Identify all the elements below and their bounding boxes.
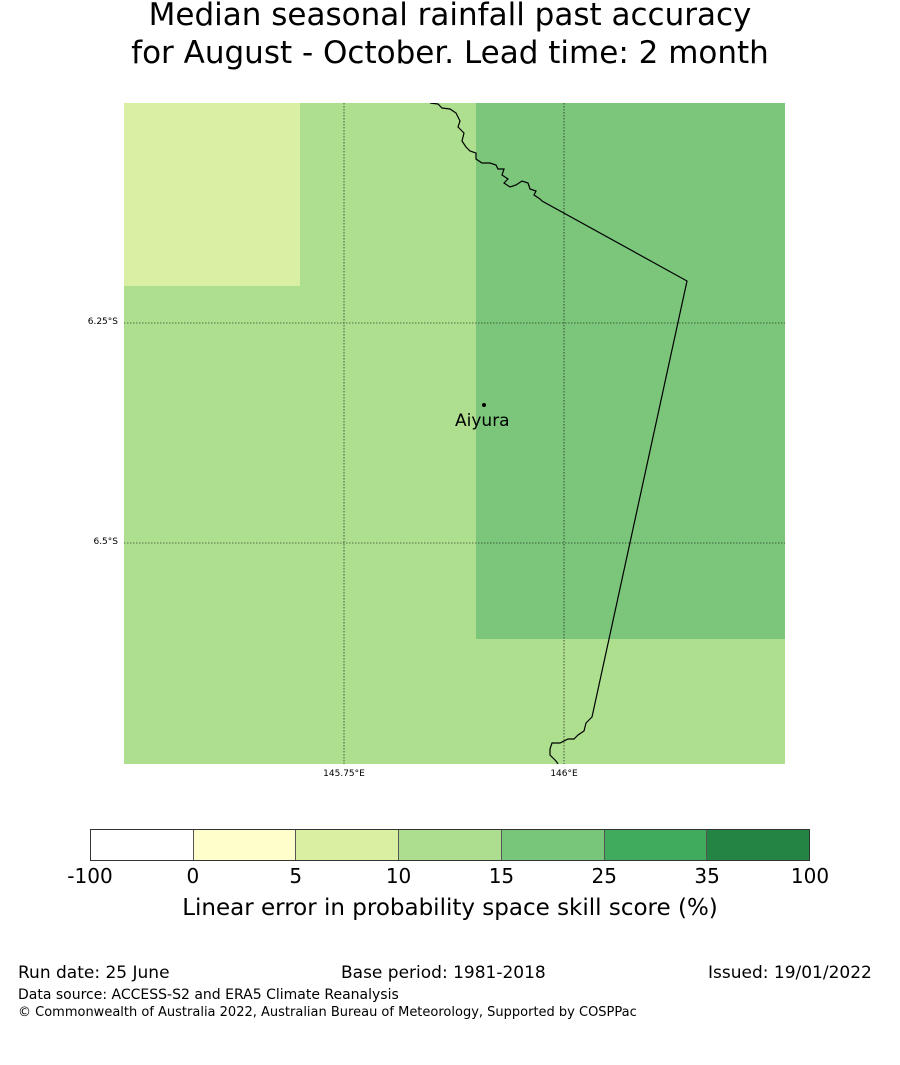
lat-label-6-5: 6.5°S xyxy=(93,537,118,547)
legend-swatch-5 xyxy=(604,830,708,860)
cell-nw xyxy=(124,103,300,286)
station-label: Aiyura xyxy=(455,411,510,431)
map-canvas xyxy=(124,103,785,764)
legend-swatch-1 xyxy=(193,830,297,860)
graticule xyxy=(124,103,785,764)
legend-label: Linear error in probability space skill … xyxy=(182,895,718,921)
base-period: Base period: 1981-2018 xyxy=(341,963,546,983)
station-marker xyxy=(482,403,486,407)
legend-tick-1: 0 xyxy=(186,864,200,888)
skill-map xyxy=(124,103,785,764)
legend-colorbar xyxy=(90,829,810,861)
legend-tick-5: 25 xyxy=(591,864,617,888)
legend-tick-3: 10 xyxy=(385,864,412,888)
legend-swatch-6 xyxy=(707,830,810,860)
legend-tick-2: 5 xyxy=(289,864,303,888)
legend-tick-0: -100 xyxy=(67,864,113,888)
legend-swatch-4 xyxy=(501,830,605,860)
issued-date: Issued: 19/01/2022 xyxy=(708,963,872,983)
run-date: Run date: 25 June xyxy=(18,963,170,983)
data-source: Data source: ACCESS-S2 and ERA5 Climate … xyxy=(18,987,399,1003)
legend-swatch-3 xyxy=(399,830,502,860)
cell-east xyxy=(476,103,785,639)
lon-label-145-75: 145.75°E xyxy=(323,769,365,779)
legend-tick-4: 15 xyxy=(488,864,515,888)
lon-label-146: 146°E xyxy=(550,769,578,779)
legend-tick-6: 35 xyxy=(694,864,720,888)
coastline xyxy=(429,103,688,764)
map-title-line-1: Median seasonal rainfall past accuracy xyxy=(148,0,752,33)
map-title-line-2: for August - October. Lead time: 2 month xyxy=(131,35,769,71)
legend-swatch-2 xyxy=(296,830,400,860)
legend-tick-7: 100 xyxy=(790,864,830,888)
legend-swatch-0 xyxy=(91,830,194,860)
copyright: © Commonwealth of Australia 2022, Austra… xyxy=(18,1005,637,1020)
lat-label-6-25: 6.25°S xyxy=(87,317,118,327)
